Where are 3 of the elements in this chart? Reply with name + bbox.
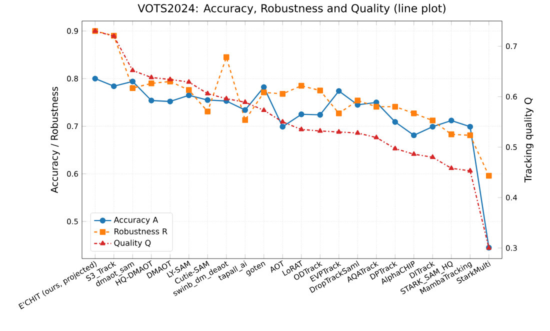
y-axis-title: Accuracy / Robustness — [50, 86, 60, 194]
y2-axis-title: Tracking quality Q — [524, 98, 534, 182]
chart-title: VOTS2024: Accuracy, Robustness and Quality (line plot) — [138, 4, 446, 14]
